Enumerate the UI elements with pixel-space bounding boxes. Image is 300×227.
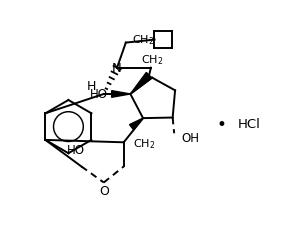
Text: O: O (99, 184, 109, 197)
Text: •: • (216, 115, 226, 133)
Text: HO: HO (67, 143, 85, 156)
Text: CH$_2$: CH$_2$ (134, 136, 156, 150)
Polygon shape (112, 91, 130, 98)
Text: CH$_2$: CH$_2$ (132, 34, 154, 47)
Text: OH: OH (182, 131, 200, 144)
Text: N: N (112, 62, 122, 75)
Text: H: H (86, 80, 96, 93)
Polygon shape (130, 73, 152, 95)
Text: CH$_2$: CH$_2$ (141, 53, 163, 67)
Text: HO: HO (90, 87, 108, 100)
Polygon shape (130, 119, 143, 130)
Text: HCl: HCl (238, 118, 260, 131)
